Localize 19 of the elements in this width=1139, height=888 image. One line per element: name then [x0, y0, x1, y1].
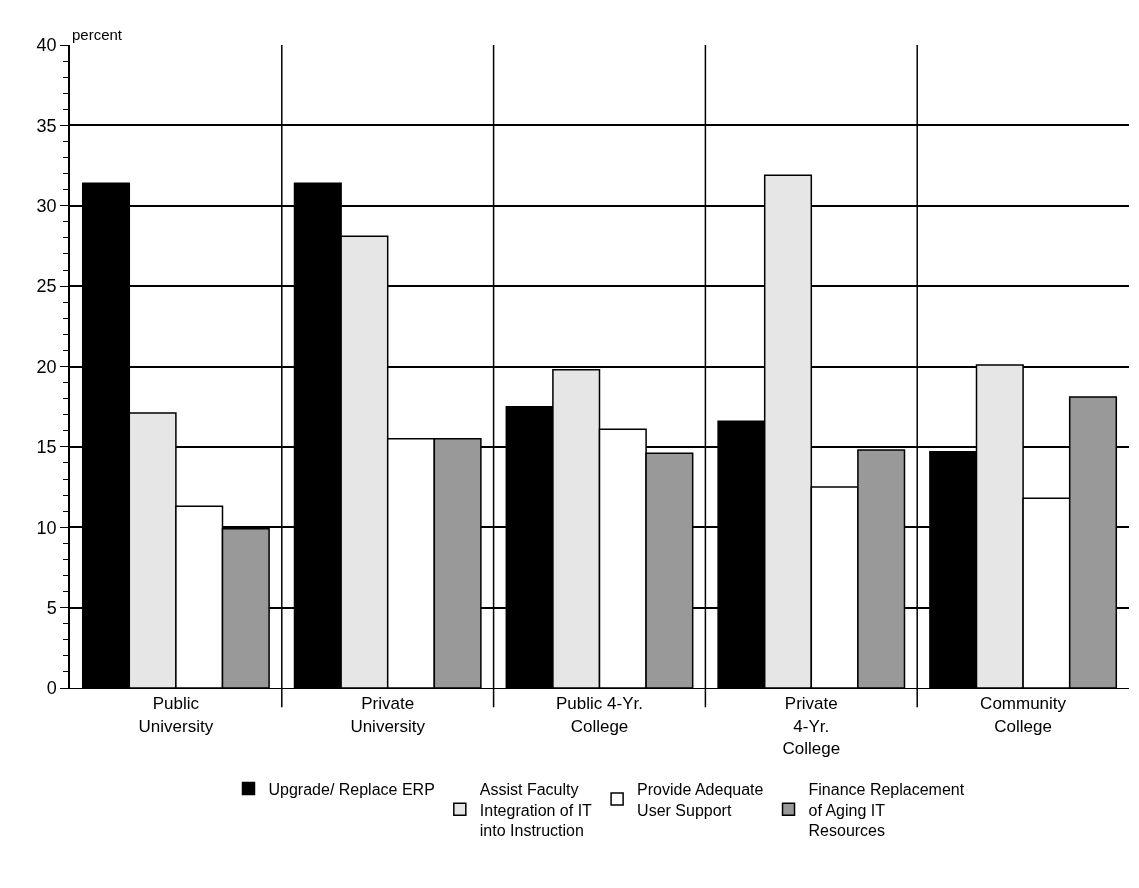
y-axis-title: percent	[72, 26, 123, 43]
legend-label: Assist Faculty Integration of IT into Instruction	[479, 780, 593, 840]
legend-label: Upgrade/ Replace ERP	[268, 780, 435, 798]
legend-label: Finance Replacement of Aging IT Resources	[808, 780, 965, 840]
y-tick-label: 0	[46, 678, 57, 699]
x-tick-label: Private University	[350, 694, 426, 736]
y-tick-label: 30	[36, 196, 57, 217]
y-tick-label: 5	[46, 597, 57, 618]
y-tick-label: 35	[36, 115, 57, 136]
y-tick-label: 10	[36, 517, 57, 538]
y-tick-label: 15	[36, 437, 57, 458]
x-tick-label: Public 4-Yr. College	[556, 694, 643, 736]
legend-label: Provide Adequate User Support	[637, 780, 764, 819]
y-tick-label: 20	[36, 356, 57, 377]
y-tick-label: 25	[36, 276, 57, 297]
x-tick-label: Community College	[980, 694, 1067, 736]
x-tick-label: Public University	[138, 694, 214, 736]
y-tick-label: 40	[36, 35, 57, 56]
x-tick-label: Private 4-Yr. College	[782, 694, 841, 758]
